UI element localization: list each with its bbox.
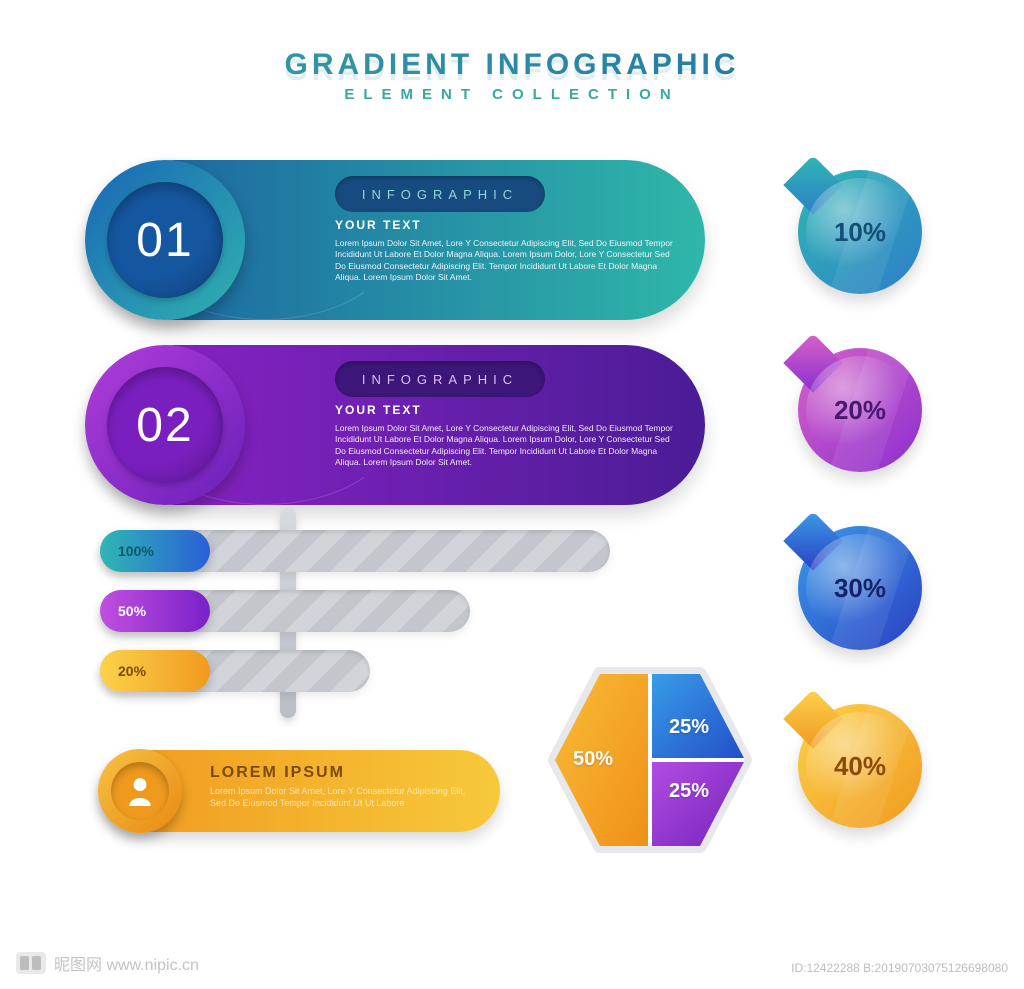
bubble-label: 10% <box>834 217 886 248</box>
page-title: GRADIENT INFOGRAPHIC GRADIENT INFOGRAPHI… <box>0 48 1024 103</box>
bubble-10: 10% <box>798 170 922 294</box>
bar-cap: 20% <box>100 650 210 692</box>
bubble-label: 40% <box>834 751 886 782</box>
mini-heading: LOREM IPSUM <box>210 764 480 782</box>
bar-cap: 100% <box>100 530 210 572</box>
watermark-right: ID:12422288 B:20190703075126698080 <box>791 961 1008 975</box>
bubble-30: 30% <box>798 526 922 650</box>
banner-01: 01 INFOGRAPHIC YOUR TEXT Lorem Ipsum Dol… <box>95 160 705 320</box>
banner-badge: 01 <box>85 160 245 320</box>
banner-body: Lorem Ipsum Dolor Sit Amet, Lore Y Conse… <box>335 423 675 469</box>
bubble-label: 20% <box>834 395 886 426</box>
bar-label: 20% <box>118 663 146 679</box>
hex-label-0: 50% <box>573 748 613 771</box>
banner-subtitle: YOUR TEXT <box>335 403 675 417</box>
bar-cap: 50% <box>100 590 210 632</box>
banner-subtitle: YOUR TEXT <box>335 218 675 232</box>
banner-badge: 02 <box>85 345 245 505</box>
banner-pill: INFOGRAPHIC <box>335 361 545 397</box>
mini-banner: LOREM IPSUM Lorem Ipsum Dolor Sit Amet, … <box>100 750 500 832</box>
banner-02: 02 INFOGRAPHIC YOUR TEXT Lorem Ipsum Dol… <box>95 345 705 505</box>
banner-pill: INFOGRAPHIC <box>335 176 545 212</box>
banner-number: 01 <box>136 213 193 268</box>
hex-label-2: 25% <box>669 780 709 803</box>
mini-body-text: Lorem Ipsum Dolor Sit Amet, Lore Y Conse… <box>210 786 480 809</box>
watermark-left-text: 昵图网 www.nipic.cn <box>54 951 199 975</box>
bubble-20: 20% <box>798 348 922 472</box>
bubble-label: 30% <box>834 573 886 604</box>
user-icon <box>127 776 153 806</box>
hexagon-chart: 50% 25% 25% <box>545 660 755 860</box>
mini-badge <box>98 749 182 833</box>
banner-body: Lorem Ipsum Dolor Sit Amet, Lore Y Conse… <box>335 238 675 284</box>
bar-label: 100% <box>118 543 154 559</box>
title-main: GRADIENT INFOGRAPHIC <box>0 48 1024 82</box>
bar-label: 50% <box>118 603 146 619</box>
title-sub: ELEMENT COLLECTION <box>0 86 1024 103</box>
nipic-logo-icon <box>16 952 46 974</box>
hex-label-1: 25% <box>669 716 709 739</box>
bubble-40: 40% <box>798 704 922 828</box>
banner-number: 02 <box>136 398 193 453</box>
watermark-left: 昵图网 www.nipic.cn <box>16 951 199 975</box>
